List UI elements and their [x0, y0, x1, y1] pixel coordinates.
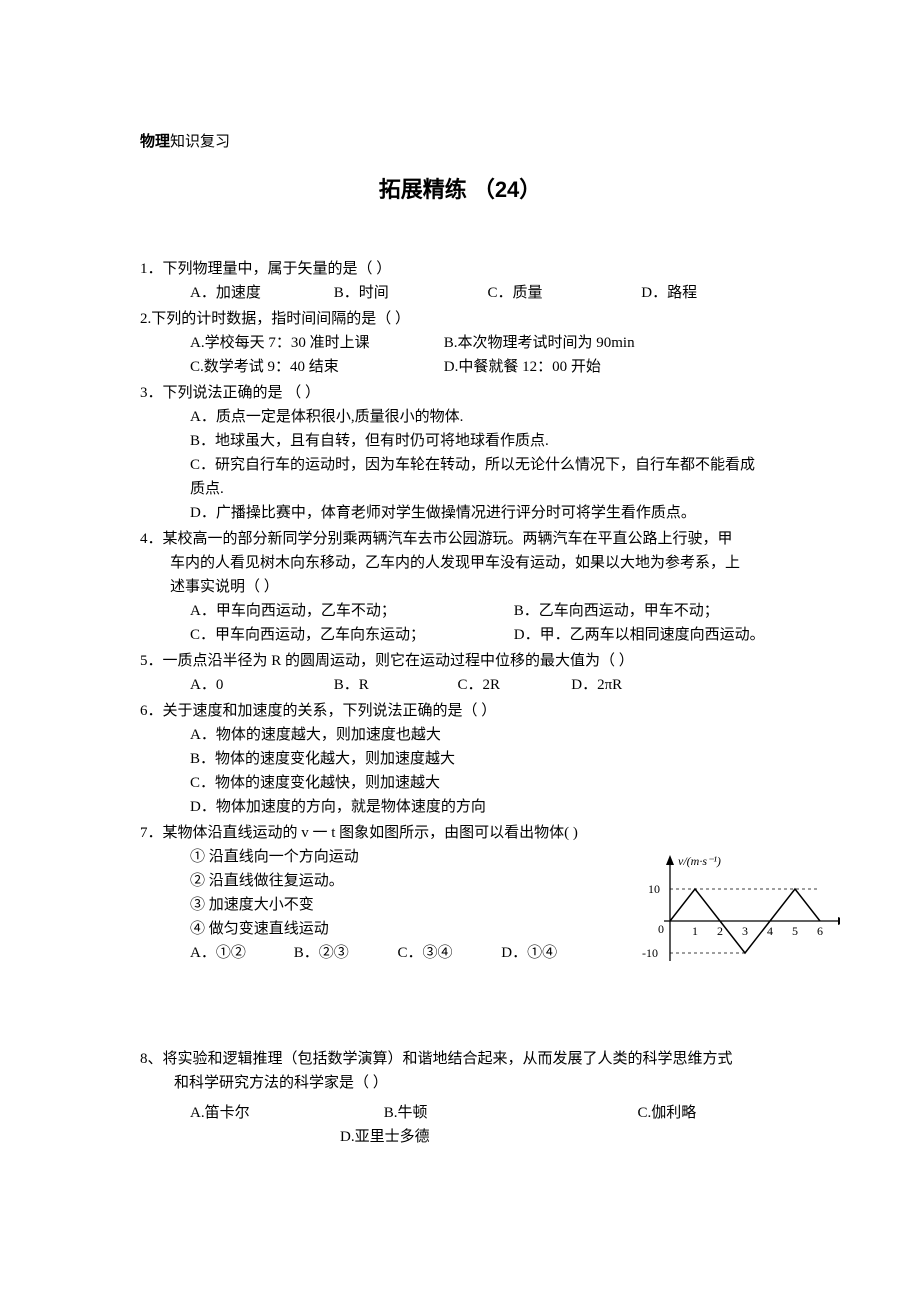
- q4-stem1: 4．某校高一的部分新同学分别乘两辆汽车去市公园游玩。两辆汽车在平直公路上行驶，甲: [140, 527, 780, 551]
- q8-stem2: 和科学研究方法的科学家是（ ）: [140, 1071, 780, 1095]
- q8-options-row1: A.笛卡尔 B.牛顿 C.伽利略: [140, 1101, 780, 1125]
- q1-opt-d: D．路程: [641, 281, 697, 305]
- q7-opt-a: A．①②: [190, 941, 290, 965]
- question-6: 6．关于速度和加速度的关系，下列说法正确的是（ ） A．物体的速度越大，则加速度…: [140, 699, 780, 819]
- page-title: 拓展精练 （24）: [140, 172, 780, 207]
- q7-stem: 7．某物体沿直线运动的 v 一 t 图象如图所示，由图可以看出物体( ): [140, 821, 780, 845]
- q8-opt-c: C.伽利略: [638, 1101, 697, 1125]
- q7-vt-chart: 12345610-100v/(m·s⁻¹)t/s: [630, 851, 840, 979]
- svg-text:10: 10: [648, 882, 660, 896]
- q5-opt-d: D．2πR: [571, 673, 622, 697]
- q1-opt-c: C．质量: [488, 281, 638, 305]
- q5-opt-c: C．2R: [458, 673, 568, 697]
- header-subject-rest: 知识复习: [170, 134, 230, 150]
- q3-opt-b: B．地球虽大，且有自转，但有时仍可将地球看作质点.: [140, 429, 780, 453]
- question-1: 1．下列物理量中，属于矢量的是（ ） A．加速度 B．时间 C．质量 D．路程: [140, 257, 780, 305]
- q8-stem1: 8、将实验和逻辑推理（包括数学演算）和谐地结合起来，从而发展了人类的科学思维方式: [140, 1047, 780, 1071]
- q5-opt-b: B．R: [334, 673, 454, 697]
- question-2: 2.下列的计时数据，指时间间隔的是（ ） A.学校每天 7：30 准时上课 B.…: [140, 307, 780, 379]
- svg-text:5: 5: [792, 924, 798, 938]
- svg-text:-10: -10: [642, 946, 658, 960]
- vt-graph-svg: 12345610-100v/(m·s⁻¹)t/s: [630, 851, 840, 971]
- q8-opt-a: A.笛卡尔: [190, 1101, 380, 1125]
- q6-opt-d: D．物体加速度的方向，就是物体速度的方向: [140, 795, 780, 819]
- q2-options-row2: C.数学考试 9：40 结束 D.中餐就餐 12：00 开始: [140, 355, 780, 379]
- q6-opt-c: C．物体的速度变化越快，则加速越大: [140, 771, 780, 795]
- q4-options-row1: A．甲车向西运动，乙车不动； B．乙车向西运动，甲车不动；: [140, 599, 780, 623]
- header-line: 物理知识复习: [140, 130, 780, 154]
- q4-opt-b: B．乙车向西运动，甲车不动；: [514, 599, 719, 623]
- q2-options-row1: A.学校每天 7：30 准时上课 B.本次物理考试时间为 90min: [140, 331, 780, 355]
- q7-opt-d: D．①④: [501, 941, 557, 965]
- q8-opt-d: D.亚里士多德: [140, 1125, 780, 1149]
- question-4: 4．某校高一的部分新同学分别乘两辆汽车去市公园游玩。两辆汽车在平直公路上行驶，甲…: [140, 527, 780, 647]
- q5-opt-a: A．0: [190, 673, 330, 697]
- svg-text:2: 2: [717, 924, 723, 938]
- q5-options: A．0 B．R C．2R D．2πR: [140, 673, 780, 697]
- question-7: 7．某物体沿直线运动的 v 一 t 图象如图所示，由图可以看出物体( ) ① 沿…: [140, 821, 780, 965]
- q4-stem3: 述事实说明（ ）: [140, 575, 780, 599]
- q6-stem: 6．关于速度和加速度的关系，下列说法正确的是（ ）: [140, 699, 780, 723]
- svg-text:v/(m·s⁻¹): v/(m·s⁻¹): [678, 854, 721, 868]
- svg-text:0: 0: [658, 922, 664, 936]
- question-3: 3．下列说法正确的是 （ ） A．质点一定是体积很小,质量很小的物体. B．地球…: [140, 381, 780, 525]
- q1-stem: 1．下列物理量中，属于矢量的是（ ）: [140, 257, 780, 281]
- svg-text:3: 3: [742, 924, 748, 938]
- question-5: 5．一质点沿半径为 R 的圆周运动，则它在运动过程中位移的最大值为（ ） A．0…: [140, 649, 780, 697]
- q7-opt-c: C．③④: [398, 941, 498, 965]
- q4-stem2: 车内的人看见树木向东移动，乙车内的人发现甲车没有运动，如果以大地为参考系，上: [140, 551, 780, 575]
- q1-opt-a: A．加速度: [190, 281, 330, 305]
- q6-opt-b: B．物体的速度变化越大，则加速度越大: [140, 747, 780, 771]
- q2-opt-a: A.学校每天 7：30 准时上课: [190, 331, 440, 355]
- q3-opt-d: D．广播操比赛中，体育老师对学生做操情况进行评分时可将学生看作质点。: [140, 501, 780, 525]
- q2-opt-c: C.数学考试 9：40 结束: [190, 355, 440, 379]
- q2-stem: 2.下列的计时数据，指时间间隔的是（ ）: [140, 307, 780, 331]
- q2-opt-b: B.本次物理考试时间为 90min: [444, 331, 635, 355]
- q3-stem: 3．下列说法正确的是 （ ）: [140, 381, 780, 405]
- svg-text:6: 6: [817, 924, 823, 938]
- q6-opt-a: A．物体的速度越大，则加速度也越大: [140, 723, 780, 747]
- q3-opt-c-cont: 质点.: [140, 477, 780, 501]
- q2-opt-d: D.中餐就餐 12：00 开始: [444, 355, 601, 379]
- q5-stem: 5．一质点沿半径为 R 的圆周运动，则它在运动过程中位移的最大值为（ ）: [140, 649, 780, 673]
- q8-opt-b: B.牛顿: [384, 1101, 634, 1125]
- q4-options-row2: C．甲车向西运动，乙车向东运动； D．甲．乙两车以相同速度向西运动。: [140, 623, 780, 647]
- q7-opt-b: B．②③: [294, 941, 394, 965]
- header-subject-bold: 物理: [140, 134, 170, 150]
- svg-text:1: 1: [692, 924, 698, 938]
- q1-opt-b: B．时间: [334, 281, 484, 305]
- svg-text:4: 4: [767, 924, 773, 938]
- q4-opt-a: A．甲车向西运动，乙车不动；: [190, 599, 510, 623]
- q4-opt-c: C．甲车向西运动，乙车向东运动；: [190, 623, 510, 647]
- q3-opt-a: A．质点一定是体积很小,质量很小的物体.: [140, 405, 780, 429]
- q4-opt-d: D．甲．乙两车以相同速度向西运动。: [514, 623, 765, 647]
- q1-options: A．加速度 B．时间 C．质量 D．路程: [140, 281, 780, 305]
- question-8: 8、将实验和逻辑推理（包括数学演算）和谐地结合起来，从而发展了人类的科学思维方式…: [140, 1047, 780, 1149]
- q3-opt-c: C．研究自行车的运动时，因为车轮在转动，所以无论什么情况下，自行车都不能看成: [140, 453, 780, 477]
